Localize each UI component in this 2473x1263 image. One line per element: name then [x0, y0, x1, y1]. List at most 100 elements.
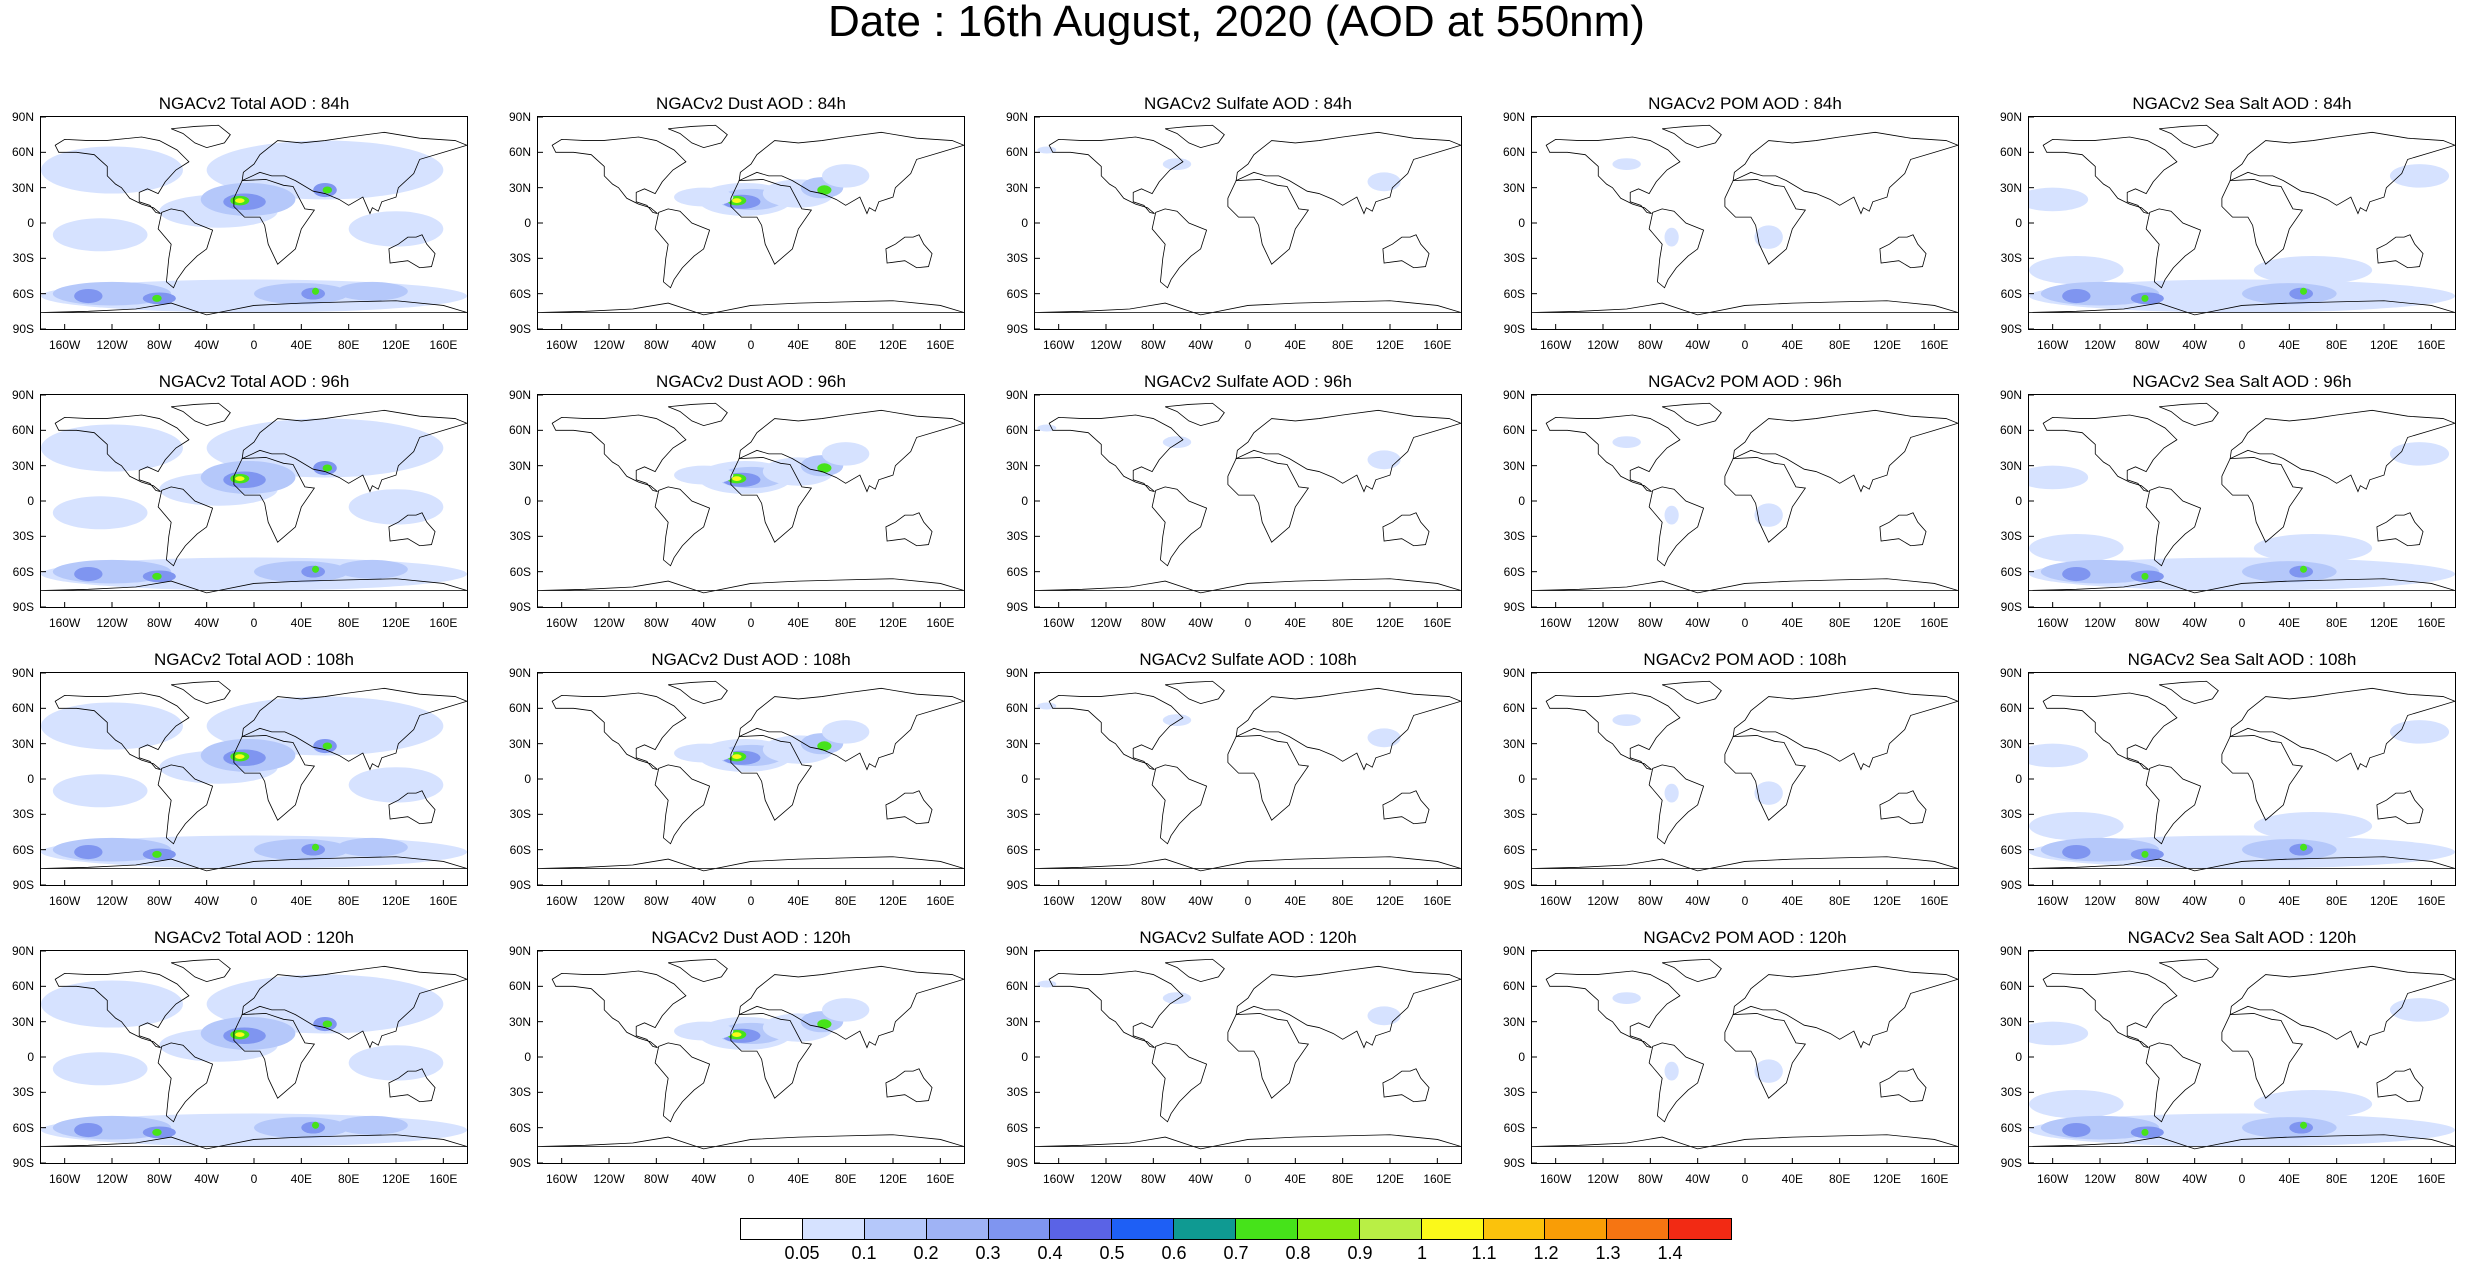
latitude-tick-label: 60S [1503, 842, 1525, 857]
coastline [157, 764, 214, 845]
longitude-tick-label: 0 [1741, 894, 1749, 908]
longitude-tick-label: 160E [1423, 616, 1452, 630]
aerosol-region [1037, 980, 1057, 988]
coastline [2042, 414, 2178, 492]
coastline [2376, 790, 2424, 825]
latitude-tick-label: 30N [11, 458, 34, 473]
coastline [738, 965, 964, 1049]
latitude-tick-label: 90S [2000, 600, 2022, 614]
longitude-tick-label: 80E [834, 338, 857, 352]
longitude-tick-label: 80E [1828, 616, 1851, 630]
coastline [1048, 414, 1184, 492]
latitude-tick-label: 30S [509, 251, 531, 266]
longitude-tick-label: 0 [1741, 1172, 1749, 1186]
coastline [1648, 208, 1705, 289]
longitude-tick-label: 120E [381, 894, 411, 908]
longitude-tick-label: 40E [1284, 1172, 1306, 1186]
latitude-tick-label: 90S [1503, 1156, 1525, 1170]
latitude-tick-label: 0 [1518, 494, 1525, 508]
aerosol-region [1367, 172, 1401, 192]
latitude-tick-label: 0 [27, 1050, 34, 1064]
map-panel: NGACv2 Sulfate AOD : 96h 90N 60N 30N 0 30S 60S… [996, 372, 1476, 650]
latitude-tick-label: 0 [524, 1050, 531, 1064]
longitude-tick-label: 40E [1781, 1172, 1803, 1186]
latitude-tick-label: 0 [524, 494, 531, 508]
map-panel: NGACv2 POM AOD : 96h 90N 60N 30N 0 30S 60S 90S 1… [1493, 372, 1973, 650]
latitude-tick-label: 60S [509, 842, 531, 857]
coastline [1879, 790, 1927, 825]
coastline [241, 409, 467, 493]
colorbar-swatch [1669, 1219, 1731, 1239]
panel-title: NGACv2 Sulfate AOD : 84h [1144, 94, 1352, 113]
coastline [1648, 486, 1705, 567]
coastline [2145, 1042, 2202, 1123]
longitude-tick-label: 40W [1685, 1172, 1710, 1186]
longitude-tick-label: 40W [1685, 894, 1710, 908]
coastline [551, 970, 687, 1048]
longitude-tick-label: 160W [48, 338, 81, 352]
aerosol-region [2299, 1121, 2308, 1129]
latitude-tick-label: 60S [12, 564, 34, 579]
longitude-tick-label: 120W [1587, 894, 1619, 908]
latitude-tick-label: 0 [1021, 1050, 1028, 1064]
latitude-tick-label: 90S [1503, 322, 1525, 336]
longitude-tick-label: 120E [878, 1172, 908, 1186]
map-panel: NGACv2 Total AOD : 84h 90N 60N 30N 0 30S 60S 90… [2, 94, 482, 372]
world-map [40, 116, 468, 330]
coastline [54, 970, 190, 1048]
latitude-tick-label: 60N [508, 979, 531, 994]
longitude-tick-label: 160E [926, 616, 955, 630]
colorbar-swatch [1112, 1219, 1175, 1239]
longitude-tick-label: 120W [593, 616, 625, 630]
coastline [233, 735, 316, 821]
coastline [1879, 512, 1927, 547]
longitude-tick-label: 120W [1587, 616, 1619, 630]
coastline [233, 1013, 316, 1099]
aerosol-region [2389, 164, 2450, 188]
latitude-tick-label: 30S [1503, 529, 1525, 544]
aerosol-region [2389, 998, 2450, 1022]
longitude-tick-label: 160W [545, 1172, 578, 1186]
aerosol-region [2141, 572, 2149, 580]
aerosol-region [817, 1019, 832, 1029]
coastline [885, 1068, 933, 1103]
longitude-tick-label: 0 [250, 616, 258, 630]
coastline [1532, 1134, 1958, 1150]
latitude-tick-label: 60S [2000, 564, 2022, 579]
longitude-tick-label: 120W [1587, 338, 1619, 352]
world-map [537, 950, 965, 1164]
longitude-tick-label: 80E [2325, 1172, 2348, 1186]
latitude-tick-label: 30S [1006, 1085, 1028, 1100]
aerosol-region [235, 1032, 245, 1037]
coastline [171, 958, 231, 983]
map-panel: NGACv2 Sea Salt AOD : 120h 90N 60N 30N 0 30S 6… [1990, 928, 2470, 1206]
latitude-tick-label: 0 [1021, 772, 1028, 786]
map-panel: NGACv2 Dust AOD : 84h 90N 60N 30N 0 30S 60S 90S… [499, 94, 979, 372]
longitude-tick-label: 80W [1637, 1172, 1663, 1186]
coastline [1235, 965, 1461, 1049]
coastline [1545, 414, 1681, 492]
coastline [730, 457, 813, 543]
aerosol-region [2253, 255, 2373, 285]
aerosol-region [2389, 720, 2450, 744]
latitude-tick-label: 0 [1021, 494, 1028, 508]
longitude-tick-label: 160E [2417, 616, 2446, 630]
panel-title: NGACv2 Total AOD : 84h [158, 94, 350, 113]
latitude-tick-label: 90N [1999, 110, 2022, 124]
aerosol-region [322, 186, 333, 194]
latitude-tick-label: 90N [1502, 110, 1525, 124]
longitude-tick-label: 0 [747, 338, 755, 352]
colorbar-swatch [1359, 1219, 1422, 1239]
latitude-tick-label: 60S [1006, 1120, 1028, 1135]
latitude-tick-label: 60S [12, 1120, 34, 1135]
latitude-tick-label: 90N [508, 944, 531, 958]
coastline [241, 687, 467, 771]
latitude-tick-label: 60N [1502, 979, 1525, 994]
coastline [1035, 856, 1461, 872]
aerosol-region [348, 211, 444, 247]
latitude-tick-label: 30N [11, 736, 34, 751]
aerosol-region [674, 465, 734, 485]
aerosol-region [311, 1121, 320, 1129]
coastline [171, 402, 231, 427]
aerosol-region [2029, 1089, 2124, 1119]
